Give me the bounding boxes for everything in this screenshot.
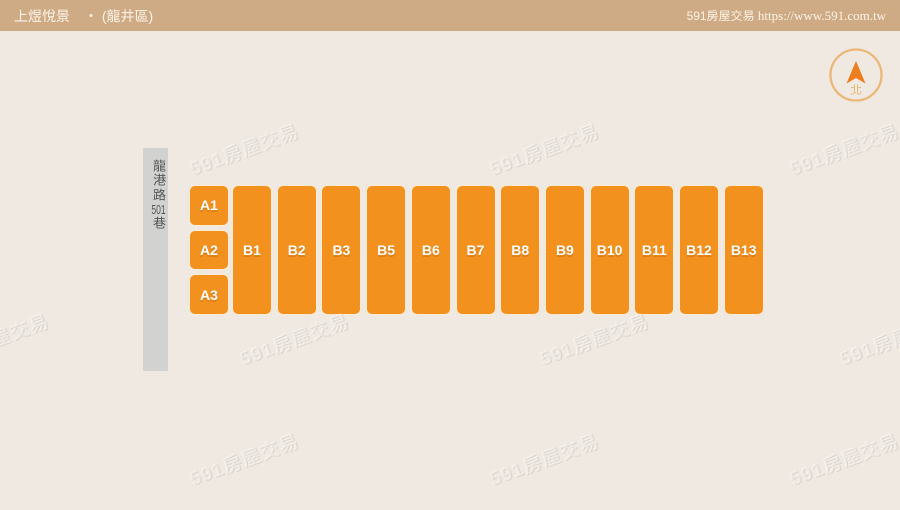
svg-text:北: 北 (850, 81, 862, 98)
